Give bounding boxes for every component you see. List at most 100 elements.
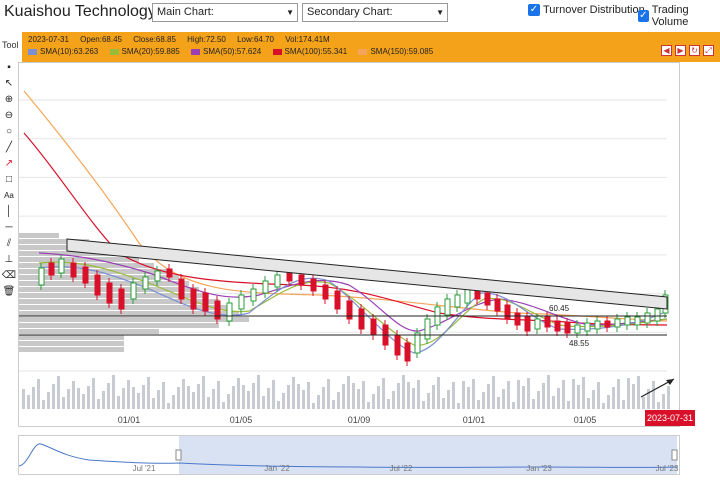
- volume-bar: [607, 395, 610, 409]
- candlestick: [238, 294, 245, 310]
- volume-bar: [57, 376, 60, 409]
- eraser-icon[interactable]: ⌫: [1, 270, 17, 281]
- volume-bar: [122, 388, 125, 409]
- candlestick: [504, 304, 511, 320]
- volume-bar: [202, 376, 205, 409]
- volume-bar: [372, 394, 375, 409]
- secondary-chart-select[interactable]: Secondary Chart: ▼: [302, 3, 448, 22]
- fullscreen-icon[interactable]: ⤢: [703, 45, 714, 56]
- candlestick: [298, 274, 305, 286]
- volume-bar: [527, 378, 530, 409]
- quote-close: Close:68.85: [133, 35, 176, 44]
- volume-bar: [382, 378, 385, 409]
- volume-bar: [82, 394, 85, 409]
- candlestick: [346, 300, 353, 320]
- candlestick: [370, 318, 377, 336]
- candlestick: [334, 290, 341, 310]
- volume-bar: [657, 402, 660, 409]
- volume-bar: [32, 387, 35, 409]
- candlestick: [358, 308, 365, 330]
- volume-bar: [67, 389, 70, 409]
- x-tick-label: 01/01: [463, 415, 486, 425]
- volume-bar: [262, 396, 265, 409]
- distribution-bar: [19, 329, 159, 334]
- arrow-icon[interactable]: ↗: [4, 158, 14, 169]
- chevron-down-icon: ▼: [436, 8, 444, 17]
- zoom-out-icon[interactable]: ⊖: [4, 110, 14, 121]
- navigator-tick-label: Jul '22: [390, 464, 413, 473]
- candlestick: [604, 320, 611, 328]
- candlestick: [404, 342, 411, 362]
- secondary-chart-select-label: Secondary Chart:: [307, 6, 393, 18]
- candlestick: [274, 274, 281, 288]
- volume-bar: [632, 384, 635, 409]
- volume-bar: [482, 392, 485, 409]
- quote-high: High:72.50: [187, 35, 226, 44]
- quote-vol: Vol:174.41M: [285, 35, 330, 44]
- volume-bar: [207, 397, 210, 409]
- turnover-distribution-label: Turnover Distribution: [543, 4, 645, 16]
- candlestick: [634, 316, 641, 326]
- volume-bar: [402, 375, 405, 409]
- anchor-icon[interactable]: ⊥: [4, 254, 14, 265]
- text-icon[interactable]: Aa: [4, 191, 14, 200]
- volume-bar: [602, 403, 605, 409]
- volume-bar: [152, 398, 155, 409]
- range-navigator[interactable]: Jul '21 Jan '22 Jul '22 Jan '23 Jul '23: [18, 435, 680, 475]
- distribution-bar: [19, 269, 169, 274]
- navigator-tick-label: Jan '22: [264, 464, 290, 473]
- volume-bar: [612, 387, 615, 409]
- horizontal-line-icon[interactable]: ─: [5, 222, 13, 233]
- volume-bar: [567, 401, 570, 409]
- volume-bar: [497, 397, 500, 409]
- volume-bar: [362, 381, 365, 409]
- circle-icon[interactable]: ○: [5, 126, 13, 137]
- volume-bar: [417, 380, 420, 409]
- distribution-bar: [19, 341, 124, 346]
- volume-bar: [652, 381, 655, 409]
- rectangle-icon[interactable]: □: [5, 174, 13, 185]
- refresh-icon[interactable]: ↻: [689, 45, 700, 56]
- candlestick: [564, 322, 571, 334]
- volume-bar: [637, 376, 640, 409]
- volume-bar: [112, 375, 115, 409]
- candlestick: [310, 278, 317, 292]
- quote-info-bar: 2023-07-31 Open:68.45 Close:68.85 High:7…: [22, 32, 720, 62]
- volume-bar: [542, 383, 545, 409]
- scroll-left-icon[interactable]: ◀: [661, 45, 672, 56]
- pointer-icon[interactable]: ↖: [4, 78, 14, 89]
- trash-icon[interactable]: 🗑: [2, 286, 16, 297]
- volume-bar: [42, 400, 45, 409]
- zoom-in-icon[interactable]: ⊕: [4, 94, 14, 105]
- candlestick: [202, 292, 209, 312]
- trading-volume-checkbox[interactable]: ✓ Trading Volume: [638, 4, 720, 28]
- distribution-bar: [19, 347, 124, 352]
- candlestick: [424, 318, 431, 340]
- line-icon[interactable]: ╱: [5, 142, 13, 153]
- volume-bar: [557, 388, 560, 409]
- volume-bar: [107, 383, 110, 409]
- turnover-distribution-checkbox[interactable]: ✓ Turnover Distribution: [528, 4, 645, 16]
- candlestick: [554, 320, 561, 332]
- volume-bar: [367, 402, 370, 409]
- candlestick: [574, 324, 581, 334]
- parallel-lines-icon[interactable]: ⫽: [6, 238, 12, 249]
- sma-legend-item: SMA(150):59.085: [358, 47, 433, 56]
- candlestick: [38, 267, 45, 286]
- scroll-right-icon[interactable]: ▶: [675, 45, 686, 56]
- candlestick: [594, 320, 601, 330]
- vertical-line-icon[interactable]: │: [5, 206, 13, 217]
- volume-bar: [487, 384, 490, 409]
- volume-bar: [172, 395, 175, 409]
- volume-bar: [142, 385, 145, 409]
- volume-bar: [252, 383, 255, 409]
- volume-bar: [577, 385, 580, 409]
- volume-bar: [597, 382, 600, 409]
- select-icon[interactable]: ▪: [7, 62, 11, 73]
- main-chart-select[interactable]: Main Chart: ▼: [152, 3, 298, 22]
- candlestick: [226, 302, 233, 322]
- volume-bar: [302, 390, 305, 409]
- volume-bar: [147, 377, 150, 409]
- price-chart[interactable]: 20017515012510075502560.4548.5501/0101/0…: [18, 62, 698, 427]
- candlestick: [262, 280, 269, 294]
